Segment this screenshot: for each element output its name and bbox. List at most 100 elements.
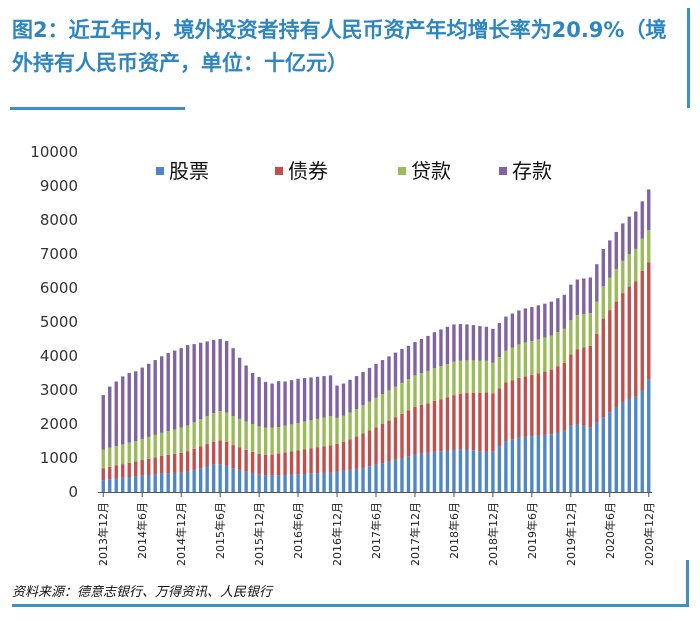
- bar-segment: [250, 451, 255, 473]
- bar-segment: [121, 444, 125, 465]
- bar-segment: [211, 340, 216, 414]
- bar-segment: [211, 464, 216, 492]
- bar-segment: [296, 422, 300, 451]
- source-note: 资料来源：德意志银行、万得资讯、人民银行: [12, 585, 273, 600]
- bar-segment: [575, 279, 580, 316]
- bar-segment: [134, 476, 138, 492]
- bar-segment: [361, 433, 365, 468]
- bar-segment: [491, 451, 495, 492]
- bar-segment: [328, 472, 333, 492]
- footer-corner: [686, 560, 689, 607]
- bar-segment: [439, 366, 443, 400]
- bar-segment: [231, 445, 235, 469]
- bar-segment: [380, 394, 385, 424]
- x-tick-label: 2016年6月: [291, 502, 305, 559]
- bar-segment: [588, 345, 592, 428]
- legend-swatch: [499, 167, 507, 175]
- bar-segment: [445, 450, 450, 492]
- bar-segment: [205, 466, 209, 492]
- bar-segment: [179, 348, 183, 428]
- bar-segment: [237, 469, 242, 492]
- bar-segment: [627, 216, 631, 254]
- bar-segment: [101, 395, 105, 450]
- x-tick-label: 2019年12月: [564, 502, 578, 566]
- bar-segment: [374, 464, 378, 492]
- bar-segment: [426, 370, 430, 404]
- bar-segment: [627, 398, 631, 492]
- bar-segment: [406, 379, 411, 411]
- bar-segment: [250, 424, 255, 452]
- bar-segment: [257, 377, 261, 427]
- bar-segment: [601, 318, 605, 418]
- bar-segment: [341, 415, 346, 443]
- bar-segment: [426, 403, 430, 453]
- bar-segment: [211, 413, 216, 442]
- bar-segment: [354, 468, 359, 492]
- bar-segment: [134, 371, 138, 441]
- y-tick-label: 10000: [30, 143, 78, 161]
- bar-segment: [491, 362, 495, 394]
- bar-segment: [354, 376, 359, 410]
- bar-segment: [471, 392, 476, 451]
- bar-segment: [588, 427, 592, 492]
- bar-segment: [471, 360, 476, 393]
- bar-segment: [289, 424, 294, 452]
- bar-segment: [166, 431, 170, 455]
- bar-segment: [374, 397, 378, 428]
- bar-segment: [341, 470, 346, 492]
- bar-segment: [270, 383, 274, 428]
- bar-segment: [543, 337, 547, 372]
- bar-segment: [263, 454, 268, 476]
- bar-segment: [108, 466, 112, 480]
- bar-segment: [224, 412, 229, 442]
- bar-segment: [172, 472, 177, 492]
- bar-segment: [153, 434, 157, 458]
- bar-segment: [302, 421, 307, 450]
- bar-segment: [647, 230, 651, 263]
- bar-segment: [283, 475, 287, 492]
- bar-segment: [543, 303, 547, 338]
- bar-segment: [218, 339, 222, 412]
- bar-segment: [549, 301, 554, 336]
- bar-segment: [530, 375, 534, 437]
- bar-segment: [504, 441, 508, 492]
- bar-segment: [192, 448, 196, 470]
- legend-swatch: [156, 167, 164, 175]
- bar-segment: [147, 475, 151, 492]
- bar-segment: [497, 446, 502, 492]
- bar-segment: [302, 473, 307, 492]
- bar-segment: [257, 453, 261, 475]
- bar-segment: [341, 442, 346, 471]
- bar-segment: [458, 360, 463, 394]
- bar-segment: [478, 360, 482, 393]
- bar-segment: [549, 369, 554, 435]
- bar-segment: [108, 479, 112, 492]
- bar-segment: [361, 405, 365, 434]
- bar-segment: [621, 293, 625, 402]
- y-tick-label: 2000: [40, 415, 78, 433]
- bar-segment: [478, 392, 482, 452]
- bar-segment: [361, 371, 365, 406]
- bar-segment: [322, 376, 326, 418]
- bar-segment: [283, 381, 287, 426]
- bar-segment: [621, 223, 625, 261]
- bar-segment: [205, 416, 209, 445]
- bar-segment: [569, 425, 573, 492]
- y-tick-label: 7000: [40, 245, 78, 263]
- bar-segment: [595, 333, 599, 423]
- bar-segment: [523, 308, 528, 343]
- bar-segment: [108, 386, 112, 448]
- bar-segment: [517, 344, 521, 378]
- bar-segment: [471, 450, 476, 492]
- bar-segment: [367, 466, 372, 492]
- bar-segment: [296, 474, 300, 492]
- bar-segment: [419, 453, 424, 492]
- y-tick-label: 3000: [40, 381, 78, 399]
- bar-segment: [198, 419, 203, 447]
- bar-segment: [121, 477, 125, 492]
- x-tick-label: 2016年12月: [330, 502, 344, 566]
- bar-segment: [614, 407, 618, 492]
- x-tick-label: 2014年6月: [135, 502, 149, 559]
- x-tick-label: 2019年6月: [525, 502, 539, 559]
- bar-segment: [393, 459, 398, 492]
